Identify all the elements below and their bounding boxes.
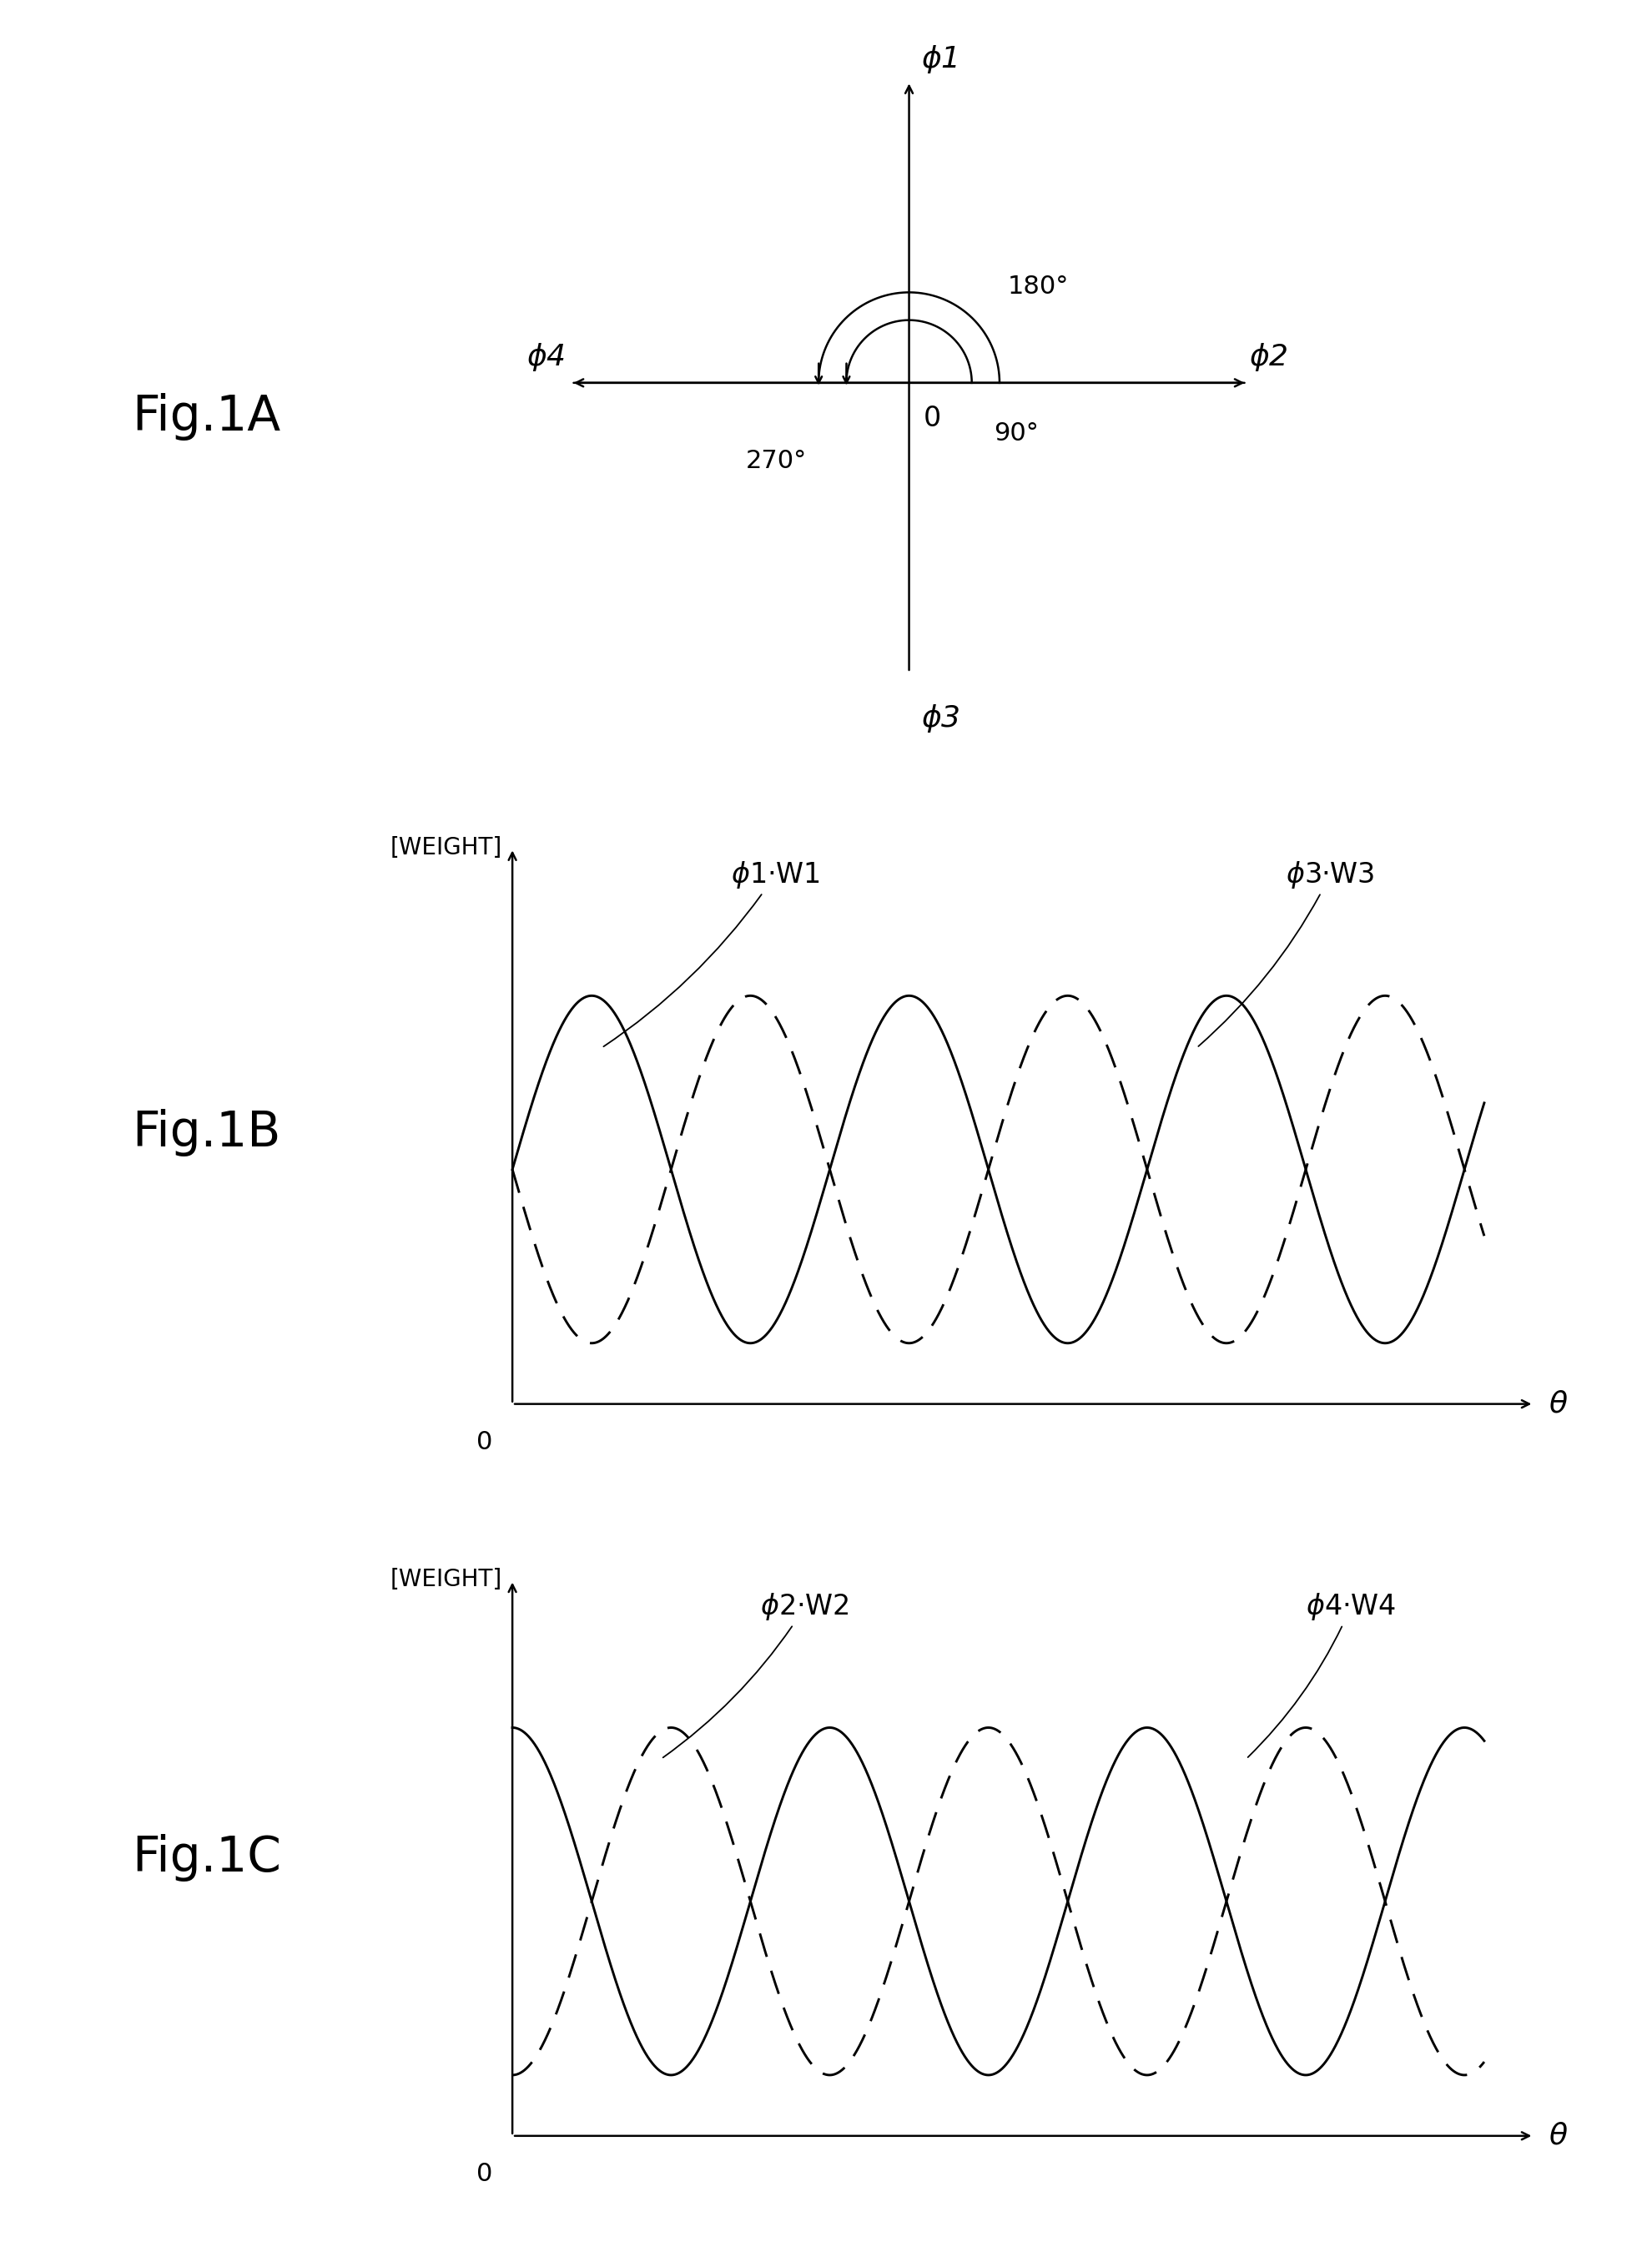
- Text: $\theta$: $\theta$: [1548, 2121, 1568, 2151]
- Text: 270°: 270°: [745, 448, 806, 473]
- Text: Fig.1C: Fig.1C: [132, 1833, 281, 1883]
- Text: Fig.1A: Fig.1A: [132, 392, 281, 441]
- Text: 90°: 90°: [993, 421, 1037, 446]
- Text: 0: 0: [476, 2162, 492, 2187]
- Text: $\phi$2: $\phi$2: [1249, 342, 1287, 374]
- Text: 180°: 180°: [1008, 275, 1069, 300]
- Text: Fig.1B: Fig.1B: [132, 1108, 281, 1158]
- Text: $\phi$4: $\phi$4: [527, 342, 565, 374]
- Text: $\phi$4·W4: $\phi$4·W4: [1247, 1592, 1396, 1757]
- Text: $\phi$2·W2: $\phi$2·W2: [662, 1592, 849, 1757]
- Text: [WEIGHT]: [WEIGHT]: [390, 835, 502, 860]
- Text: $\theta$: $\theta$: [1548, 1389, 1568, 1419]
- Text: $\phi$1·W1: $\phi$1·W1: [603, 860, 819, 1047]
- Text: $\phi$1: $\phi$1: [920, 43, 957, 74]
- Text: $\phi$3·W3: $\phi$3·W3: [1198, 860, 1374, 1047]
- Text: [WEIGHT]: [WEIGHT]: [390, 1567, 502, 1592]
- Text: 0: 0: [476, 1430, 492, 1455]
- Text: $\phi$3: $\phi$3: [920, 703, 960, 734]
- Text: 0: 0: [923, 405, 940, 432]
